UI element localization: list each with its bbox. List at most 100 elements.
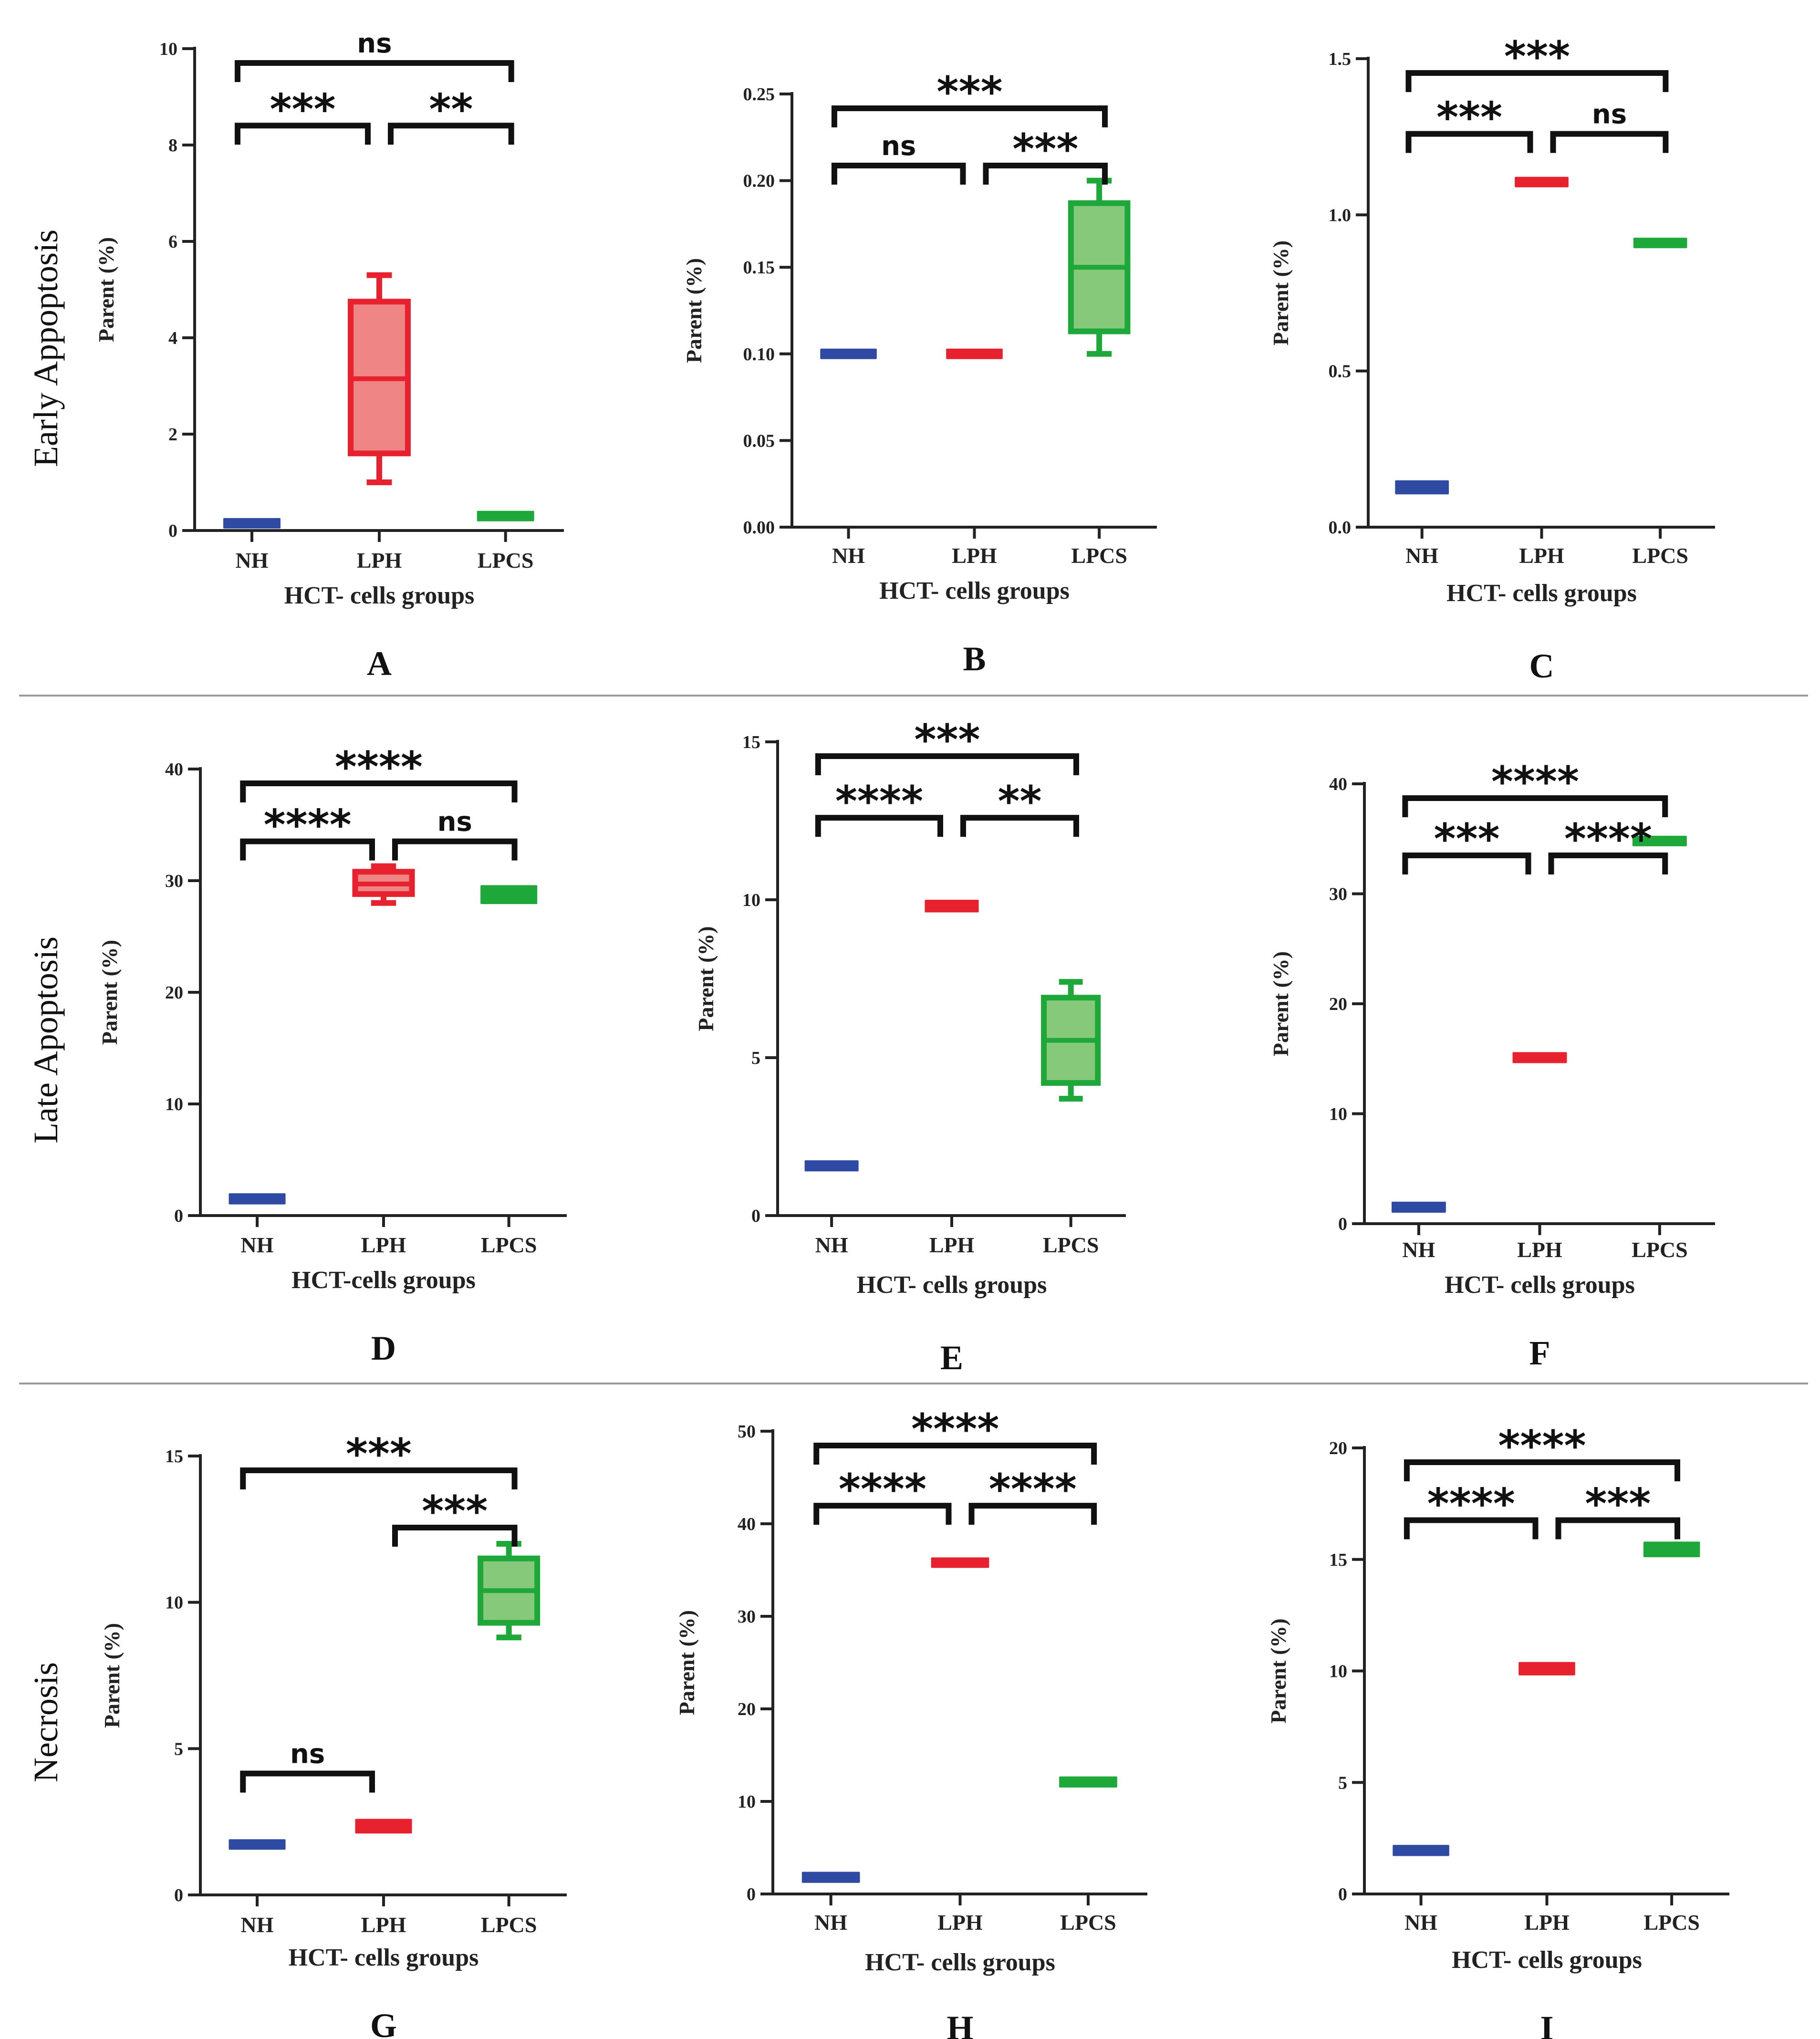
chart-panel-c: 0.0 0.5 1.0 1.5 NH LPH LPCS HCT- cells groups Pa… bbox=[1269, 32, 1715, 685]
box-body bbox=[1633, 238, 1687, 249]
box-body bbox=[1632, 835, 1687, 846]
x-category-label: LPH bbox=[952, 543, 997, 568]
box-body bbox=[1512, 1052, 1567, 1063]
x-category-label: LPH bbox=[929, 1233, 975, 1257]
significance-bracket bbox=[1405, 131, 1533, 153]
significance-label: ns bbox=[437, 807, 472, 838]
y-tick-label: 30 bbox=[1329, 884, 1347, 905]
panel-letter: A bbox=[367, 645, 392, 683]
box-body bbox=[1643, 1541, 1700, 1558]
significance-bracket bbox=[813, 1443, 1097, 1465]
y-axis-title: Parent (%) bbox=[94, 237, 118, 342]
y-tick-label: 0 bbox=[747, 1884, 756, 1904]
y-axis-title: Parent (%) bbox=[1269, 951, 1293, 1056]
y-tick-label: 20 bbox=[738, 1699, 756, 1719]
y-tick-label: 15 bbox=[742, 732, 760, 752]
y-tick-label: 0 bbox=[168, 521, 177, 541]
y-axis-title: Parent (%) bbox=[675, 1610, 699, 1715]
y-tick-label: 0 bbox=[174, 1885, 183, 1905]
x-category-label: LPH bbox=[1517, 1238, 1562, 1262]
box-body bbox=[229, 1193, 286, 1205]
significance-label: **** bbox=[1498, 1421, 1586, 1470]
y-tick-label: 8 bbox=[168, 135, 177, 156]
box-body bbox=[223, 518, 281, 529]
y-tick-label: 0.5 bbox=[1329, 362, 1352, 382]
significance-bracket bbox=[968, 1503, 1097, 1525]
x-category-label: LPH bbox=[1519, 543, 1564, 568]
x-axis-title: HCT- cells groups bbox=[289, 1944, 479, 1971]
significance-label: *** bbox=[914, 715, 980, 764]
y-tick-label: 0.15 bbox=[743, 258, 775, 278]
y-tick-label: 0 bbox=[751, 1206, 760, 1226]
box-body bbox=[946, 348, 1003, 359]
box-body bbox=[477, 510, 534, 521]
box-body bbox=[931, 1557, 989, 1568]
y-tick-label: 0.05 bbox=[743, 431, 775, 451]
x-axis-title: HCT- cells groups bbox=[1452, 1946, 1642, 1974]
x-category-label: LPCS bbox=[1643, 1910, 1700, 1935]
chart-panel-f: 0 10 20 30 40 NH LPH LPCS HCT- cells groups Paren… bbox=[1269, 757, 1715, 1372]
significance-bracket bbox=[815, 753, 1079, 775]
y-tick-label: 20 bbox=[1329, 1438, 1347, 1458]
significance-label: ns bbox=[881, 131, 916, 162]
significance-label: ns bbox=[290, 1739, 325, 1770]
significance-label: *** bbox=[346, 1429, 412, 1478]
box-body bbox=[229, 1839, 286, 1850]
x-axis-title: HCT- cells groups bbox=[1446, 580, 1637, 607]
significance-label: **** bbox=[335, 742, 423, 791]
significance-label: ** bbox=[998, 777, 1041, 826]
x-category-label: NH bbox=[241, 1233, 274, 1257]
chart-panel-e: 0 5 10 15 NH LPH LPCS HCT- cells groups Parent (… bbox=[694, 715, 1126, 1377]
panel-letter: G bbox=[370, 2007, 397, 2039]
significance-label: **** bbox=[835, 777, 923, 826]
significance-label: *** bbox=[1012, 125, 1078, 174]
y-tick-label: 30 bbox=[738, 1607, 756, 1627]
x-category-label: LPCS bbox=[481, 1233, 537, 1257]
y-tick-label: 0.10 bbox=[743, 344, 775, 364]
y-tick-label: 50 bbox=[738, 1422, 756, 1442]
significance-bracket bbox=[983, 163, 1108, 185]
y-tick-label: 5 bbox=[1338, 1773, 1347, 1793]
x-axis-title: HCT- cells groups bbox=[1445, 1271, 1635, 1299]
significance-label: **** bbox=[1564, 814, 1652, 863]
x-category-label: NH bbox=[814, 1910, 847, 1935]
significance-label: ns bbox=[1592, 99, 1627, 130]
significance-bracket bbox=[1405, 70, 1669, 92]
significance-bracket bbox=[1404, 1517, 1539, 1540]
significance-bracket bbox=[831, 163, 966, 185]
x-category-label: NH bbox=[1402, 1238, 1435, 1262]
box-body bbox=[480, 885, 538, 905]
y-tick-label: 0 bbox=[1338, 1884, 1347, 1904]
y-axis-title: Parent (%) bbox=[694, 926, 718, 1031]
y-tick-label: 0 bbox=[1338, 1214, 1347, 1234]
x-category-label: LPH bbox=[937, 1910, 983, 1935]
significance-bracket bbox=[388, 123, 514, 145]
x-category-label: LPH bbox=[357, 548, 402, 572]
y-tick-label: 10 bbox=[738, 1792, 756, 1812]
panel-letter: F bbox=[1529, 1334, 1550, 1372]
significance-label: **** bbox=[911, 1404, 999, 1454]
x-category-label: LPH bbox=[361, 1913, 406, 1937]
significance-bracket bbox=[392, 1525, 518, 1547]
box-body bbox=[925, 900, 979, 913]
significance-bracket bbox=[1550, 131, 1669, 153]
x-axis-title: HCT-cells groups bbox=[291, 1267, 476, 1294]
x-category-label: NH bbox=[1405, 543, 1438, 568]
significance-bracket bbox=[240, 838, 375, 861]
y-tick-label: 10 bbox=[1329, 1662, 1347, 1682]
significance-label: *** bbox=[1436, 93, 1502, 142]
x-category-label: LPCS bbox=[1632, 1238, 1688, 1262]
y-tick-label: 4 bbox=[168, 328, 177, 348]
significance-label: **** bbox=[1491, 757, 1579, 806]
significance-label: *** bbox=[270, 84, 335, 134]
y-axis-title: Parent (%) bbox=[1269, 240, 1293, 345]
y-tick-label: 0.0 bbox=[1329, 518, 1352, 538]
x-axis-title: HCT- cells groups bbox=[857, 1271, 1047, 1299]
y-axis-title: Parent (%) bbox=[1266, 1618, 1290, 1723]
x-category-label: NH bbox=[832, 543, 865, 568]
significance-label: *** bbox=[1504, 32, 1570, 81]
